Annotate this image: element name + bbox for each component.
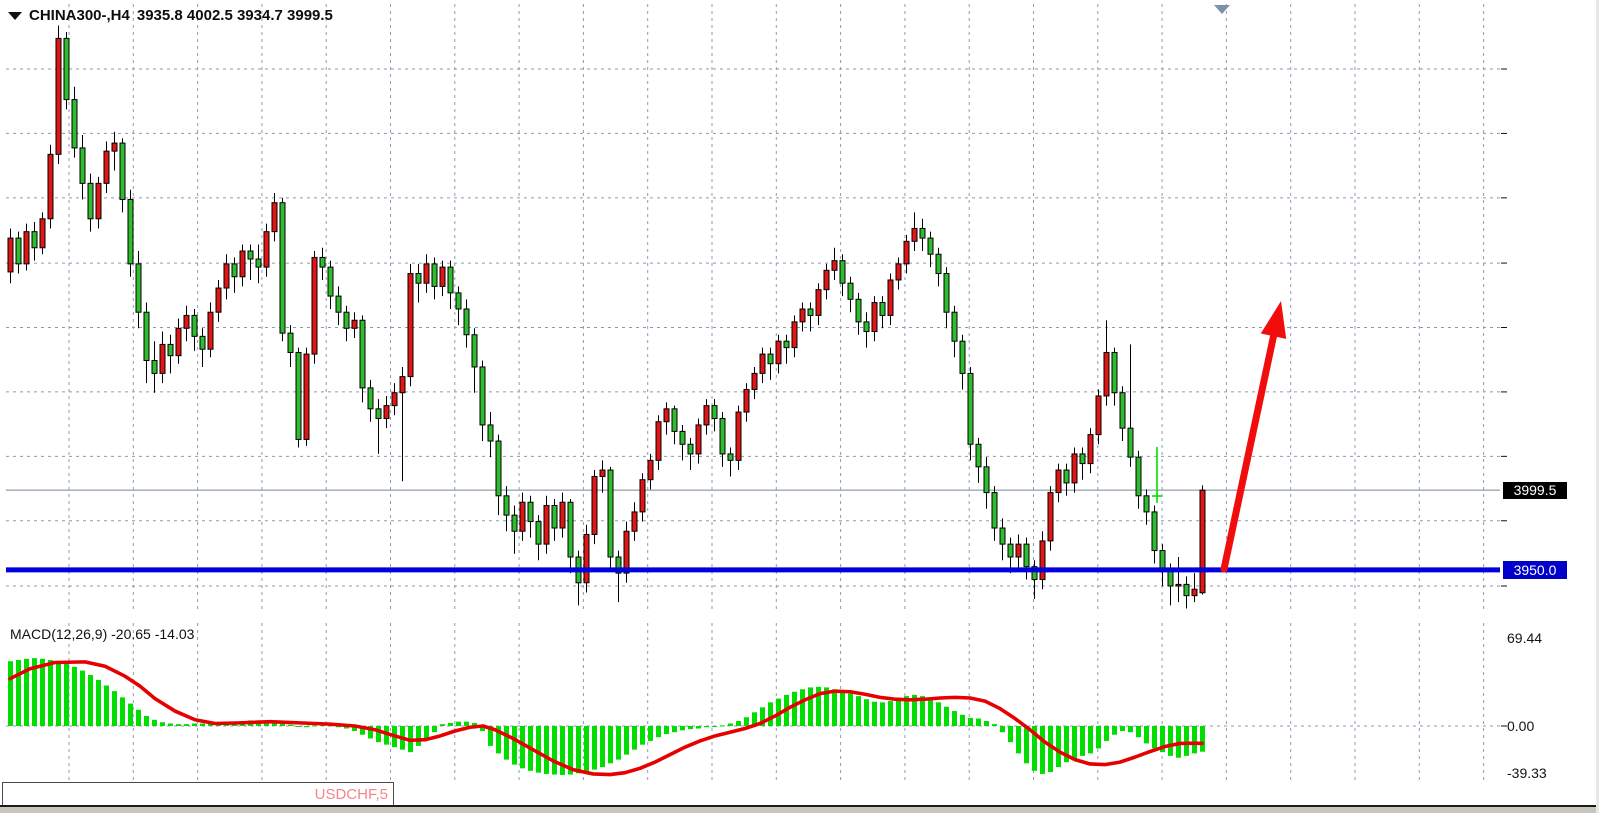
current-price-tag: 3999.5 — [1503, 482, 1567, 500]
support-line-price-tag: 3950.0 — [1503, 560, 1567, 579]
chart-ohlc-values: 3935.8 4002.5 3934.7 3999.5 — [136, 7, 333, 24]
chart-title-bar: CHINA300-,H4 3935.8 4002.5 3934.7 3999.5 — [8, 7, 333, 24]
bar-position-marker — [1214, 5, 1230, 14]
macd-axis-max-label: 69.44 — [1507, 630, 1543, 646]
window-bottom-strip — [0, 807, 1599, 813]
bottom-border — [0, 805, 1599, 807]
dragged-symbol-label: USDCHF,5 — [2, 782, 394, 807]
trend-arrow[interactable] — [1220, 301, 1287, 573]
macd-axis-min-label: -39.33 — [1507, 765, 1547, 781]
macd-indicator-label: MACD(12,26,9) -20.65 -14.03 — [10, 626, 195, 642]
window-right-edge — [1596, 0, 1599, 813]
symbol-dropdown-icon[interactable] — [8, 11, 22, 20]
macd-axis-zero-label: 0.00 — [1507, 718, 1535, 734]
chart-symbol-period: CHINA300-,H4 — [29, 7, 130, 24]
